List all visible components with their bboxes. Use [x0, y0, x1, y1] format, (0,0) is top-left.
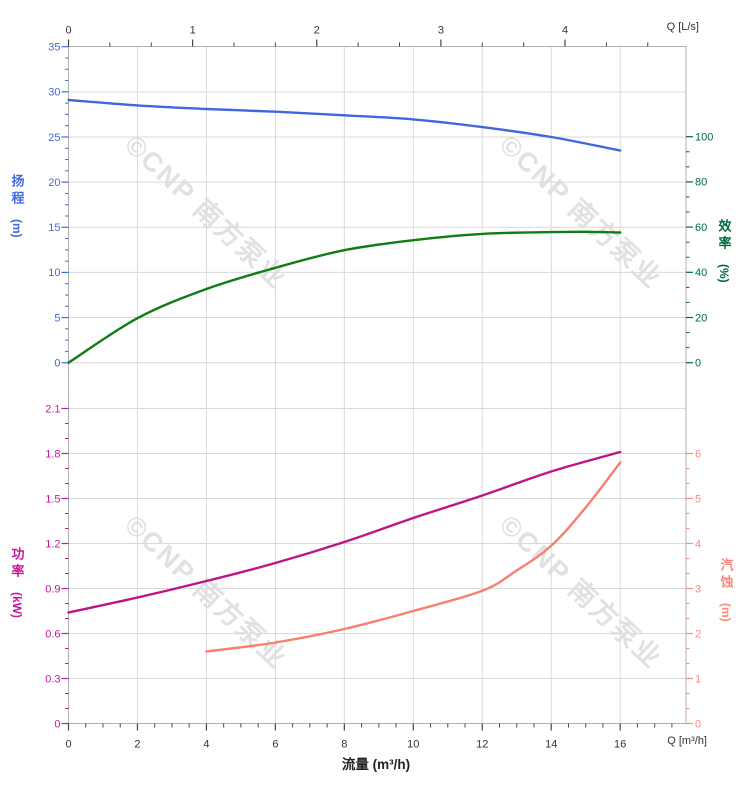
- svg-text:10: 10: [407, 739, 419, 751]
- efficiency-axis-title: 效率 (%): [712, 219, 736, 283]
- svg-text:2: 2: [134, 739, 140, 751]
- svg-text:0: 0: [54, 718, 60, 730]
- svg-text:0: 0: [695, 718, 701, 730]
- svg-text:2.1: 2.1: [45, 403, 60, 415]
- svg-text:4: 4: [562, 25, 568, 37]
- watermark-text: ©CNP 南方泵业: [494, 509, 669, 675]
- svg-text:6: 6: [695, 448, 701, 460]
- svg-text:4: 4: [203, 739, 209, 751]
- svg-text:100: 100: [695, 132, 713, 144]
- head-axis-name: 扬程: [9, 174, 25, 208]
- axis-npsh: 0 1 2 3 4 5 6: [686, 448, 701, 730]
- npsh-axis-name: 汽蚀: [718, 558, 734, 592]
- svg-text:1: 1: [190, 25, 196, 37]
- npsh-axis-title: 汽蚀 (m): [714, 558, 738, 622]
- svg-text:60: 60: [695, 222, 707, 234]
- svg-text:1: 1: [695, 673, 701, 685]
- efficiency-axis-unit: (%): [717, 264, 731, 283]
- svg-text:2: 2: [695, 628, 701, 640]
- svg-text:10: 10: [48, 267, 60, 279]
- plot-border: [68, 46, 687, 724]
- svg-text:80: 80: [695, 177, 707, 189]
- svg-text:12: 12: [476, 739, 488, 751]
- svg-text:0: 0: [695, 358, 701, 370]
- axis-power: 0 0.3 0.6 0.9 1.2 1.5 1.8 2.1: [45, 403, 69, 730]
- svg-text:0: 0: [54, 358, 60, 370]
- efficiency-axis-name: 效率: [716, 219, 732, 253]
- axis-head: 0 5 10 15 20 25 30 35: [48, 41, 69, 370]
- svg-text:0: 0: [65, 25, 71, 37]
- svg-text:14: 14: [545, 739, 557, 751]
- top-axis-unit-label: Q [L/s]: [666, 21, 699, 33]
- bottom-axis-unit-label: Q [m³/h]: [667, 735, 707, 747]
- watermarks: ©CNP 南方泵业 ©CNP 南方泵业©CNP 南方泵业 ©CNP 南方泵业: [119, 129, 669, 675]
- axis-bottom-x: 0 2 4 6 8 10 12 14 16: [65, 723, 673, 751]
- flow-axis-title: 流量 (m³/h): [341, 757, 411, 772]
- svg-text:1.5: 1.5: [45, 493, 60, 505]
- curves: [67, 98, 622, 653]
- head-axis-title: 扬程 (m): [5, 174, 29, 238]
- svg-text:4: 4: [695, 538, 701, 550]
- svg-text:5: 5: [695, 493, 701, 505]
- watermark-text: ©CNP 南方泵业: [494, 129, 669, 295]
- head-axis-unit: (m): [10, 219, 24, 238]
- svg-text:1.8: 1.8: [45, 448, 60, 460]
- svg-text:0.6: 0.6: [45, 628, 60, 640]
- svg-text:20: 20: [48, 177, 60, 189]
- svg-text:20: 20: [695, 312, 707, 324]
- svg-text:3: 3: [438, 25, 444, 37]
- curve-head: [67, 98, 622, 152]
- svg-text:0.9: 0.9: [45, 583, 60, 595]
- power-axis-unit: (kW): [10, 592, 24, 618]
- curve-efficiency: [67, 230, 622, 364]
- svg-text:3: 3: [695, 583, 701, 595]
- svg-text:25: 25: [48, 132, 60, 144]
- svg-text:16: 16: [614, 739, 626, 751]
- svg-text:5: 5: [54, 312, 60, 324]
- gridlines: [68, 46, 686, 724]
- svg-text:6: 6: [272, 739, 278, 751]
- axis-top-x: 0 1 2 3 4: [65, 25, 649, 47]
- svg-text:0.3: 0.3: [45, 673, 60, 685]
- svg-text:40: 40: [695, 267, 707, 279]
- svg-text:30: 30: [48, 87, 60, 99]
- axis-efficiency: 0 20 40 60 80 100: [686, 132, 713, 370]
- svg-text:35: 35: [48, 41, 60, 53]
- power-axis-title: 功率 (kW): [5, 547, 29, 618]
- curve-npsh: [205, 461, 622, 653]
- curve-power: [67, 450, 622, 614]
- svg-text:8: 8: [341, 739, 347, 751]
- svg-text:15: 15: [48, 222, 60, 234]
- svg-text:2: 2: [314, 25, 320, 37]
- npsh-axis-unit: (m): [719, 603, 733, 622]
- svg-text:0: 0: [65, 739, 71, 751]
- svg-text:1.2: 1.2: [45, 538, 60, 550]
- power-axis-name: 功率: [9, 547, 25, 581]
